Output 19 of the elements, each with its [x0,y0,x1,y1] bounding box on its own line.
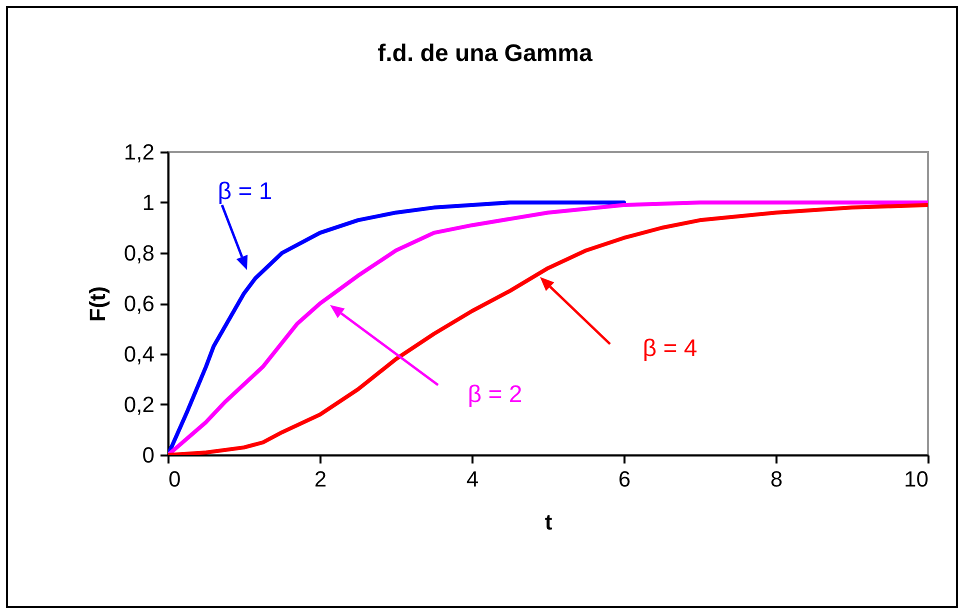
x-tick-label: 8 [770,466,783,492]
x-tick-label: 0 [168,466,181,492]
series-label: β = 1 [218,178,272,205]
text: β = 4 [642,335,698,362]
x-tick-label: 10 [904,466,928,492]
y-tick-label: 0 [142,442,154,468]
x-tick-label: 4 [466,466,479,492]
y-axis-title: F(t) [84,286,110,322]
y-tick-label: 0,4 [124,342,154,366]
x-tick-label: 6 [618,466,631,492]
x-tick-label: 2 [314,466,327,492]
text: β = 2 [468,381,522,408]
y-tick-label: 0,6 [124,291,154,316]
y-tick-label: 1 [142,190,154,215]
x-axis-title: t [544,510,553,534]
y-tick-label: 1,2 [124,140,154,164]
y-tick-label: 0,2 [124,392,154,417]
chart-title: f.d. de una Gamma [378,40,594,67]
y-tick-label: 0,8 [124,240,154,266]
